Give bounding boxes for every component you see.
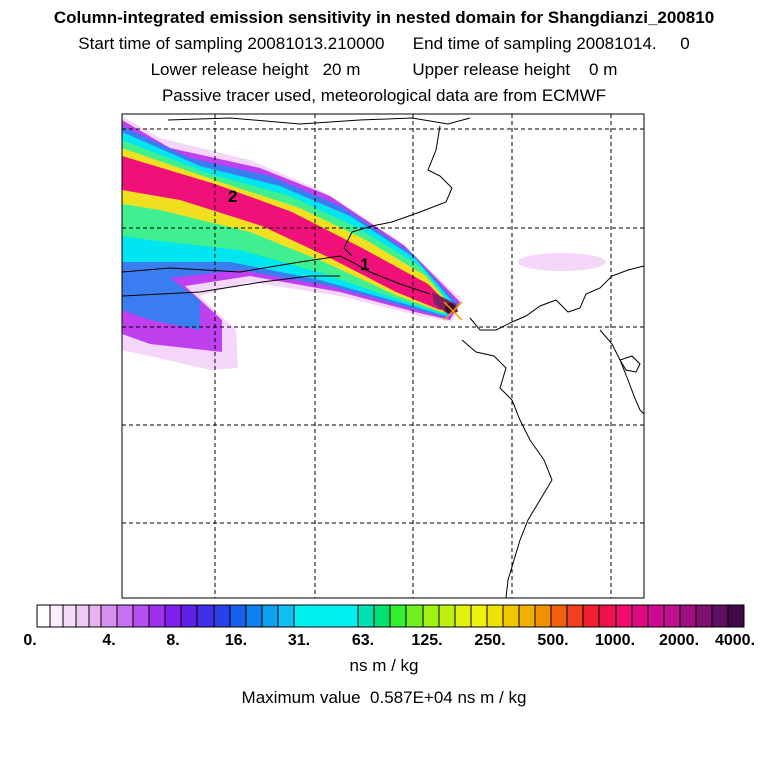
peninsula-coast bbox=[461, 339, 553, 598]
plume-label-1: 1 bbox=[360, 255, 369, 274]
map-frame bbox=[121, 113, 645, 599]
colorbar-tick-63: 63. bbox=[351, 632, 375, 649]
faint-patch-east bbox=[518, 253, 606, 271]
plume-label-2: 2 bbox=[228, 187, 237, 206]
colorbar-tick-250: 250. bbox=[474, 632, 506, 649]
border-mid bbox=[122, 255, 431, 295]
colorbar-tick-8: 8. bbox=[166, 632, 180, 649]
colorbar-tick-0: 0. bbox=[23, 632, 37, 649]
island-shape bbox=[619, 355, 641, 373]
release-height-line: Lower release height 20 m Upper release … bbox=[150, 60, 618, 79]
colorbar-tick-4000: 4000. bbox=[714, 632, 756, 649]
emission-plume bbox=[122, 116, 606, 370]
coast-bay bbox=[343, 125, 453, 257]
coastlines bbox=[122, 117, 644, 598]
colorbar-tick-125: 125. bbox=[411, 632, 443, 649]
tracer-info-line: Passive tracer used, meteorological data… bbox=[161, 86, 607, 105]
east-coast bbox=[599, 329, 644, 415]
maximum-value-text: Maximum value 0.587E+04 ns m / kg bbox=[241, 688, 527, 707]
colorbar-tick-1000: 1000. bbox=[594, 632, 636, 649]
colorbar-unit: ns m / kg bbox=[349, 656, 419, 675]
border-north bbox=[167, 117, 471, 125]
sampling-time-line: Start time of sampling 20081013.210000 E… bbox=[78, 34, 690, 53]
station-marker-icon bbox=[443, 301, 463, 321]
plot-title: Column-integrated emission sensitivity i… bbox=[53, 8, 715, 27]
colorbar-tick-2000: 2000. bbox=[658, 632, 700, 649]
colorbar-tick-500: 500. bbox=[537, 632, 569, 649]
colorbar-tick-4: 4. bbox=[102, 632, 116, 649]
korea-coast bbox=[469, 265, 644, 331]
colorbar-tick-16: 16. bbox=[224, 632, 248, 649]
grid-lines bbox=[122, 114, 644, 598]
colorbar bbox=[36, 604, 745, 628]
colorbar-tick-31: 31. bbox=[287, 632, 311, 649]
border-south bbox=[122, 275, 340, 297]
